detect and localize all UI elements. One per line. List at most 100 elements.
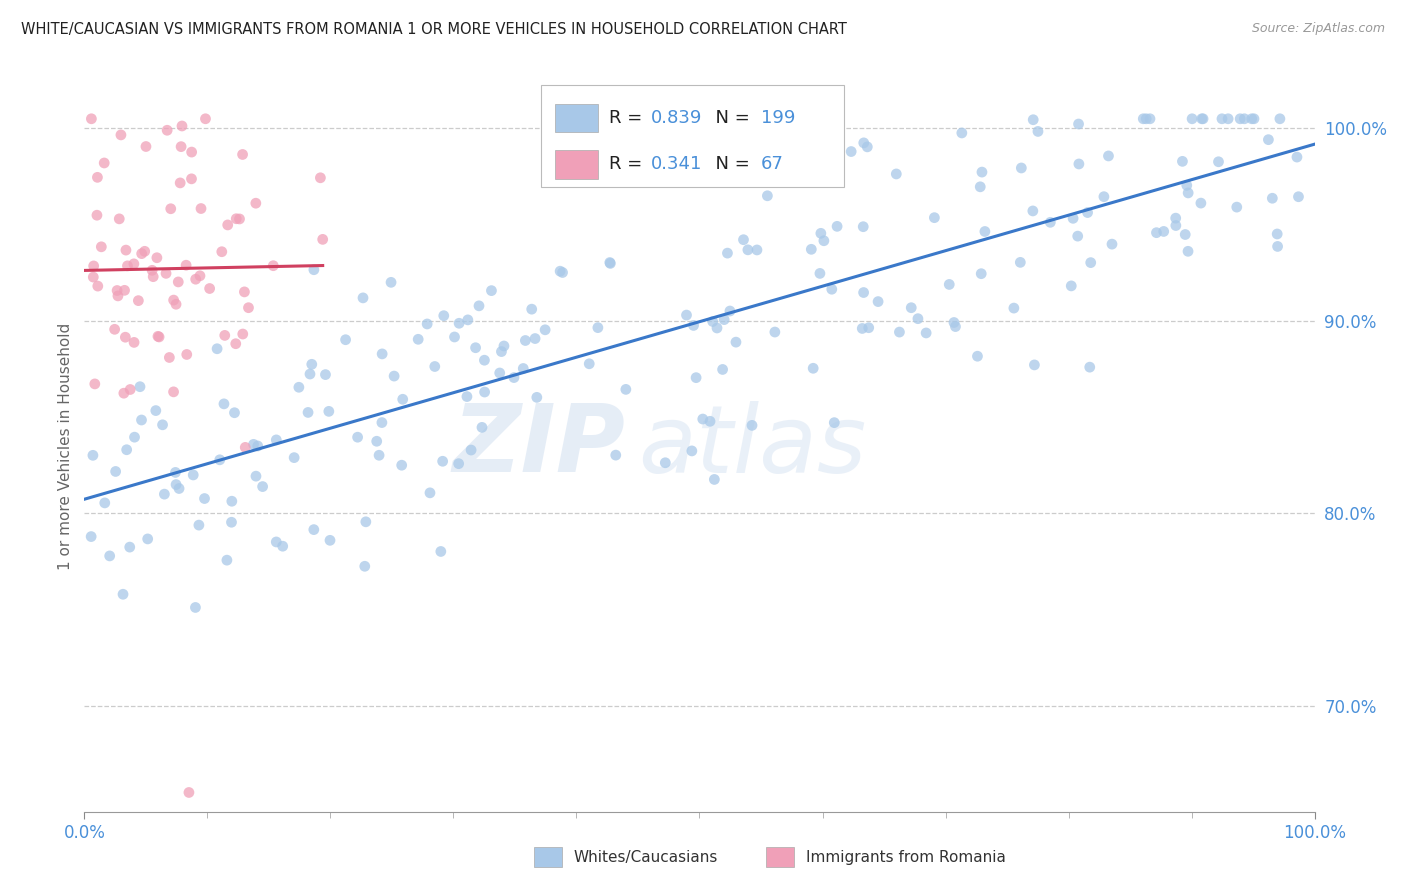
- Point: [1175, 178, 1198, 193]
- Point: [821, 282, 844, 296]
- Point: [1060, 279, 1083, 293]
- Point: [107, 289, 129, 303]
- Point: [180, 171, 202, 186]
- Point: [208, 452, 231, 467]
- Point: [1177, 186, 1199, 200]
- Point: [852, 285, 875, 300]
- Point: [302, 262, 325, 277]
- Point: [245, 469, 267, 483]
- Point: [353, 559, 375, 574]
- Point: [1285, 150, 1308, 164]
- Point: [217, 218, 239, 232]
- Point: [1268, 112, 1291, 126]
- Point: [1024, 358, 1046, 372]
- Point: [756, 188, 779, 202]
- Point: [114, 330, 136, 344]
- Text: ZIP: ZIP: [453, 400, 626, 492]
- Point: [460, 443, 482, 458]
- Point: [264, 535, 287, 549]
- Point: [915, 326, 938, 340]
- Point: [716, 246, 738, 260]
- Point: [298, 367, 321, 381]
- Point: [266, 433, 288, 447]
- Point: [945, 319, 967, 334]
- Point: [578, 357, 600, 371]
- Point: [193, 491, 215, 506]
- Point: [1092, 189, 1115, 203]
- Point: [1257, 133, 1279, 147]
- Point: [145, 403, 167, 417]
- Point: [503, 370, 526, 384]
- Point: [232, 147, 254, 161]
- Point: [1026, 124, 1049, 138]
- Point: [1211, 112, 1233, 126]
- Point: [1229, 112, 1251, 126]
- Point: [675, 308, 697, 322]
- Point: [1080, 255, 1102, 269]
- Point: [110, 128, 132, 142]
- Point: [122, 335, 145, 350]
- Point: [382, 369, 405, 384]
- Point: [1208, 154, 1230, 169]
- Point: [614, 383, 637, 397]
- Point: [1010, 255, 1032, 269]
- Point: [524, 332, 547, 346]
- Point: [134, 244, 156, 259]
- Point: [1267, 239, 1289, 253]
- Point: [136, 532, 159, 546]
- Text: Immigrants from Romania: Immigrants from Romania: [806, 850, 1005, 864]
- Point: [692, 412, 714, 426]
- Point: [1077, 205, 1099, 219]
- Point: [1067, 117, 1090, 131]
- Point: [718, 304, 741, 318]
- Point: [184, 272, 207, 286]
- Point: [371, 416, 394, 430]
- Point: [142, 269, 165, 284]
- Point: [368, 448, 391, 462]
- Point: [423, 359, 446, 374]
- Point: [335, 333, 357, 347]
- Point: [464, 341, 486, 355]
- Point: [1067, 229, 1090, 244]
- Point: [82, 448, 104, 462]
- Point: [152, 417, 174, 432]
- Point: [889, 325, 911, 339]
- Point: [174, 258, 197, 272]
- Point: [309, 170, 332, 185]
- Point: [706, 321, 728, 335]
- Point: [823, 416, 845, 430]
- Point: [165, 466, 187, 480]
- Point: [162, 293, 184, 307]
- Point: [205, 342, 228, 356]
- Point: [681, 444, 703, 458]
- Point: [319, 533, 342, 548]
- Text: R =: R =: [609, 155, 648, 173]
- Point: [1002, 301, 1025, 315]
- Point: [233, 441, 256, 455]
- Point: [605, 448, 627, 462]
- Point: [551, 265, 574, 279]
- Point: [526, 390, 548, 404]
- Point: [1216, 112, 1239, 126]
- Point: [346, 430, 368, 444]
- Point: [634, 138, 657, 153]
- Point: [432, 454, 454, 468]
- Point: [808, 267, 831, 281]
- Point: [548, 264, 571, 278]
- Point: [654, 456, 676, 470]
- Point: [586, 320, 609, 334]
- Point: [973, 225, 995, 239]
- Point: [366, 434, 388, 449]
- Point: [80, 112, 103, 126]
- Point: [127, 293, 149, 308]
- Point: [148, 330, 170, 344]
- Point: [1177, 244, 1199, 259]
- Point: [481, 284, 503, 298]
- Point: [416, 317, 439, 331]
- Point: [233, 285, 256, 299]
- Point: [1022, 112, 1045, 127]
- Point: [474, 353, 496, 368]
- Point: [215, 553, 238, 567]
- Point: [741, 418, 763, 433]
- Point: [242, 437, 264, 451]
